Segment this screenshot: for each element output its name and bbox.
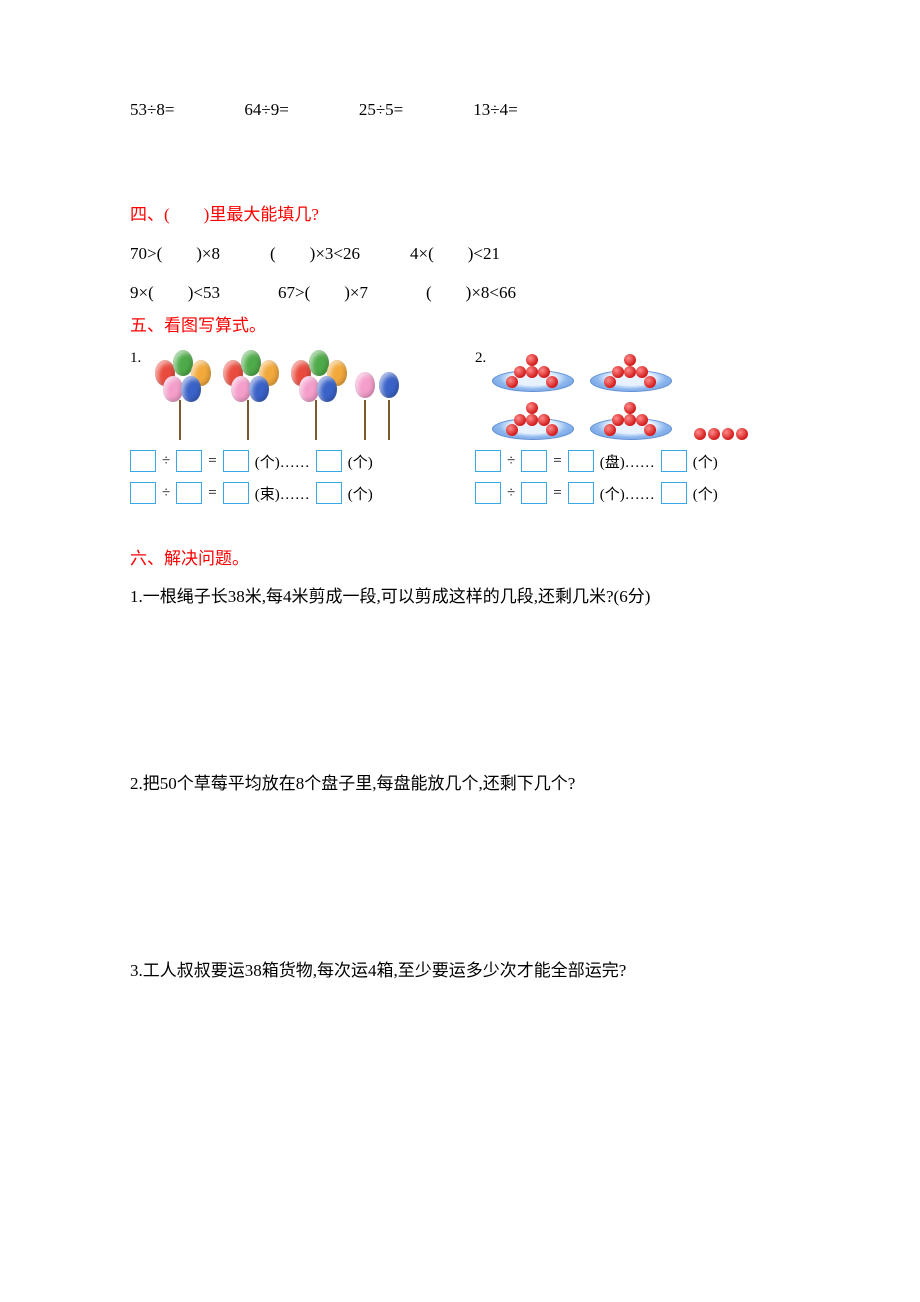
answer-box[interactable] xyxy=(661,450,687,472)
balloon-bunch xyxy=(151,350,211,440)
cherry-icon xyxy=(624,414,636,426)
cherry-icon xyxy=(514,414,526,426)
equation-text: = xyxy=(208,485,216,502)
answer-box[interactable] xyxy=(568,482,594,504)
cherry-icon xyxy=(624,354,636,366)
cherry-icon xyxy=(514,366,526,378)
equation-text: ÷ xyxy=(162,453,170,470)
balloon-icon xyxy=(231,376,251,402)
fig2-line-2: ÷ = (个)…… (个) xyxy=(475,482,790,504)
figure-1-number: 1. xyxy=(130,350,141,367)
problem-1: 53÷8= xyxy=(130,100,174,120)
section-6-heading: 六、解决问题。 xyxy=(130,544,790,569)
balloon-icon xyxy=(379,372,399,398)
cherry-icon xyxy=(736,428,748,440)
equation-text: (个) xyxy=(348,451,373,472)
balloon-bunch xyxy=(287,350,347,440)
equation-text: = xyxy=(553,453,561,470)
balloon-icon xyxy=(163,376,183,402)
s4-r1-1: 70>( )×8 xyxy=(130,239,220,264)
figure-2-number: 2. xyxy=(475,350,486,367)
equation-text: (个)…… xyxy=(600,483,655,504)
cherry-icon xyxy=(526,402,538,414)
answer-box[interactable] xyxy=(475,482,501,504)
answer-box[interactable] xyxy=(475,450,501,472)
answer-box[interactable] xyxy=(176,450,202,472)
equation-text: (个) xyxy=(693,451,718,472)
equation-text: (个) xyxy=(693,483,718,504)
s4-r1-2: ( )×3<26 xyxy=(270,239,360,264)
division-problems-row: 53÷8= 64÷9= 25÷5= 13÷4= xyxy=(130,100,790,120)
figure-2: 2. ÷ = (盘)…… (个) ÷ = (个)…… (个) xyxy=(475,350,790,514)
answer-box[interactable] xyxy=(521,482,547,504)
equation-text: (盘)…… xyxy=(600,451,655,472)
word-problem-2: 2.把50个草莓平均放在8个盘子里,每盘能放几个,还剩下几个? xyxy=(130,770,790,797)
balloon-illustration xyxy=(141,350,405,440)
balloon-icon xyxy=(173,350,193,376)
problem-3: 25÷5= xyxy=(359,100,403,120)
figure-1: 1. ÷ = (个)…… (个) ÷ = (束)…… (个) xyxy=(130,350,445,514)
plate-icon xyxy=(492,398,572,440)
answer-box[interactable] xyxy=(568,450,594,472)
equation-text: ÷ xyxy=(507,485,515,502)
word-problem-1: 1.一根绳子长38米,每4米剪成一段,可以剪成这样的几段,还剩几米?(6分) xyxy=(130,583,790,610)
answer-box[interactable] xyxy=(316,450,342,472)
answer-box[interactable] xyxy=(176,482,202,504)
plate-icon xyxy=(590,398,670,440)
section-4-heading: 四、( )里最大能填几? xyxy=(130,200,790,225)
equation-text: = xyxy=(553,485,561,502)
cherry-icon xyxy=(612,414,624,426)
s4-r2-1: 9×( )<53 xyxy=(130,278,220,303)
equation-text: (个)…… xyxy=(255,451,310,472)
equation-text: (个) xyxy=(348,483,373,504)
balloon-icon xyxy=(309,350,329,376)
cherry-icon xyxy=(526,366,538,378)
section-5-heading: 五、看图写算式。 xyxy=(130,311,790,336)
equation-text: (束)…… xyxy=(255,483,310,504)
word-problem-3: 3.工人叔叔要运38箱货物,每次运4箱,至少要运多少次才能全部运完? xyxy=(130,957,790,984)
s4-r2-2: 67>( )×7 xyxy=(278,278,368,303)
cherry-icon xyxy=(526,354,538,366)
cherry-icon xyxy=(694,428,706,440)
equation-text: = xyxy=(208,453,216,470)
answer-box[interactable] xyxy=(223,482,249,504)
cherry-icon xyxy=(526,414,538,426)
equation-text: ÷ xyxy=(162,485,170,502)
problem-4: 13÷4= xyxy=(473,100,517,120)
fig1-line-1: ÷ = (个)…… (个) xyxy=(130,450,445,472)
problem-2: 64÷9= xyxy=(244,100,288,120)
balloon-bunch xyxy=(219,350,279,440)
answer-box[interactable] xyxy=(521,450,547,472)
answer-box[interactable] xyxy=(130,450,156,472)
balloon-icon xyxy=(317,376,337,402)
balloon-icon xyxy=(249,376,269,402)
s4-r2-3: ( )×8<66 xyxy=(426,278,516,303)
balloon-icon xyxy=(241,350,261,376)
cherry-icon xyxy=(624,402,636,414)
cherry-icon xyxy=(624,366,636,378)
balloon-icon xyxy=(181,376,201,402)
cherry-icon xyxy=(612,366,624,378)
fig2-line-1: ÷ = (盘)…… (个) xyxy=(475,450,790,472)
loose-cherries xyxy=(694,428,748,440)
answer-box[interactable] xyxy=(223,450,249,472)
plate-icon xyxy=(492,350,572,392)
cherry-icon xyxy=(722,428,734,440)
answer-box[interactable] xyxy=(130,482,156,504)
answer-box[interactable] xyxy=(661,482,687,504)
equation-text: ÷ xyxy=(507,453,515,470)
section-4-row-1: 70>( )×8 ( )×3<26 4×( )<21 xyxy=(130,239,790,264)
cherry-icon xyxy=(708,428,720,440)
fig1-line-2: ÷ = (束)…… (个) xyxy=(130,482,445,504)
balloon-icon xyxy=(299,376,319,402)
balloon-icon xyxy=(355,372,375,398)
s4-r1-3: 4×( )<21 xyxy=(410,239,500,264)
answer-box[interactable] xyxy=(316,482,342,504)
section-4-row-2: 9×( )<53 67>( )×7 ( )×8<66 xyxy=(130,278,790,303)
plate-icon xyxy=(590,350,670,392)
plate-illustration xyxy=(486,350,748,440)
